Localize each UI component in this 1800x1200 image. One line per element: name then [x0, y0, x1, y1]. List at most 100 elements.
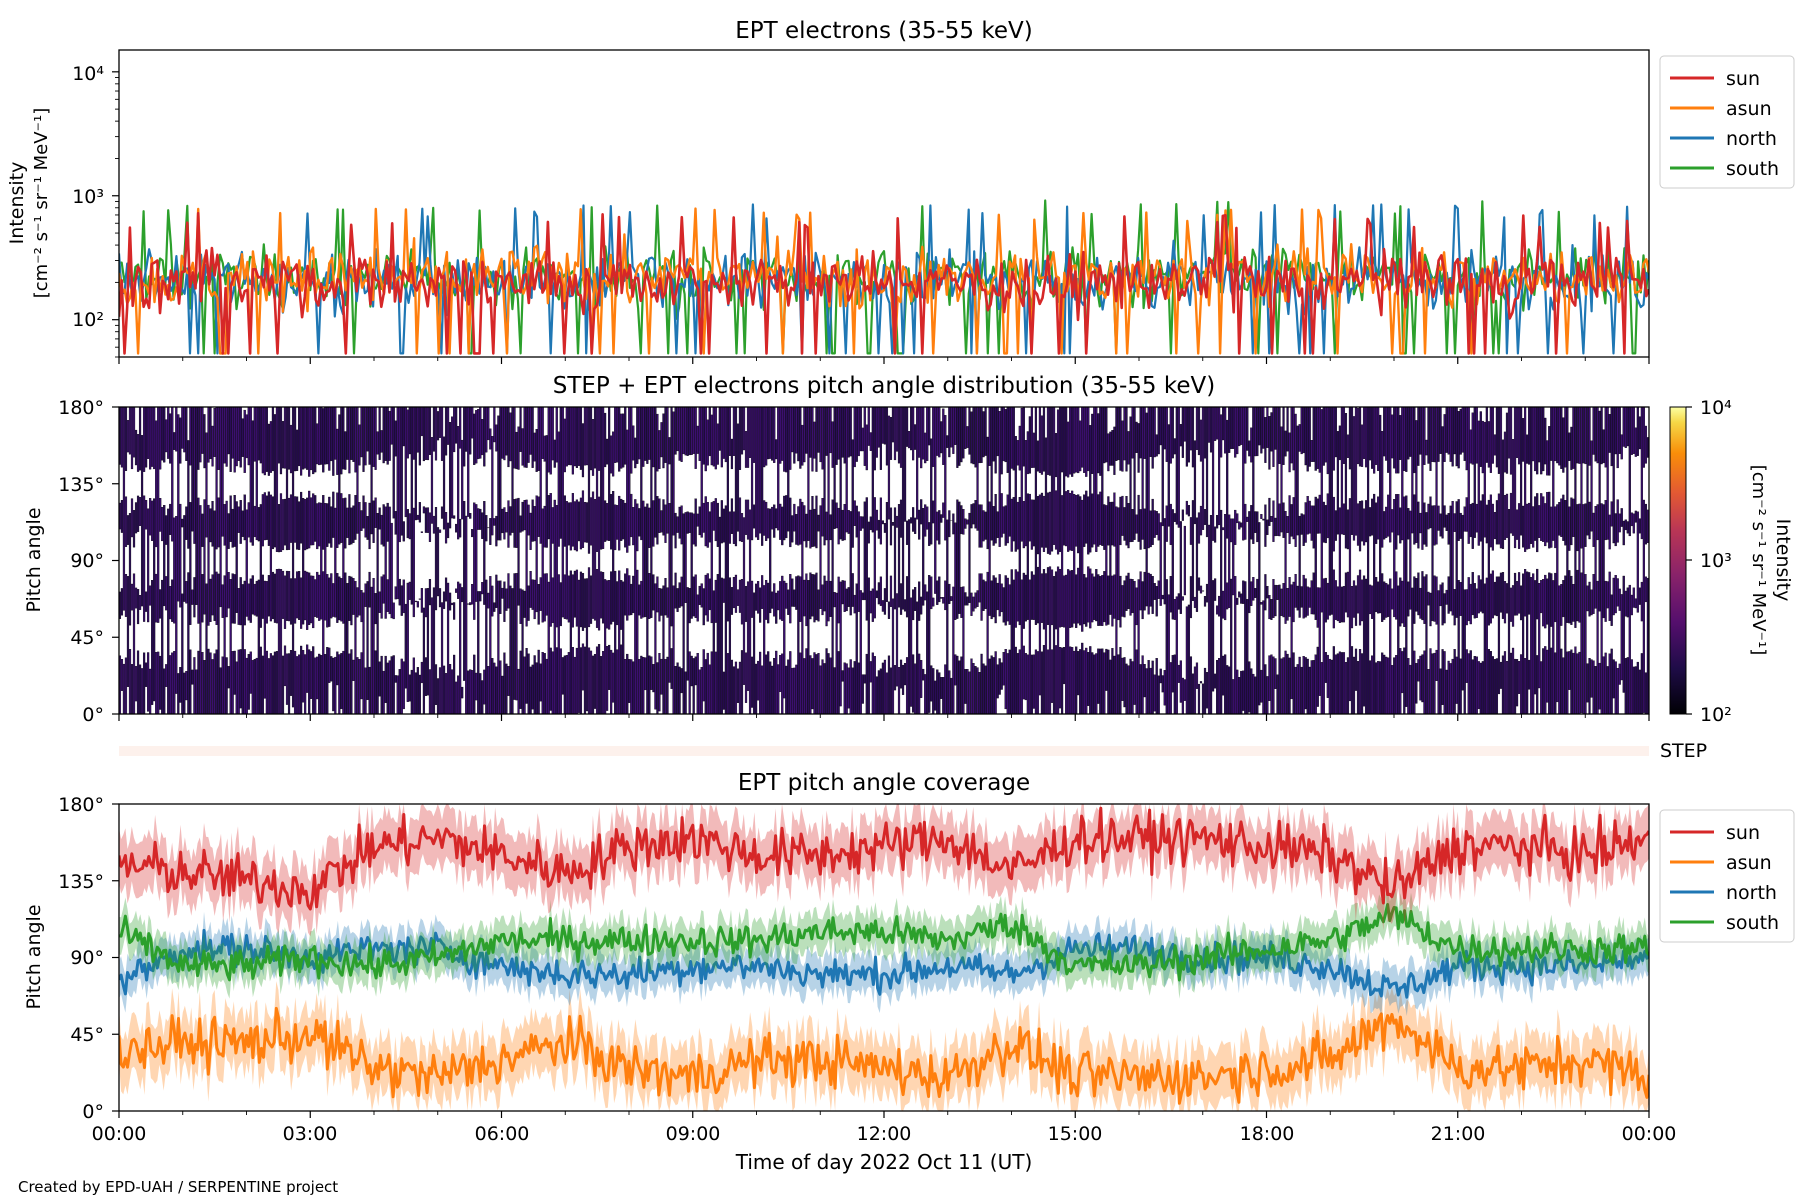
pad-column	[1139, 571, 1142, 611]
pad-column	[1077, 494, 1080, 554]
pad-column	[1139, 664, 1142, 714]
pad-column	[871, 588, 874, 622]
pad-column	[708, 511, 711, 543]
pad-column	[638, 407, 641, 460]
pad-column	[988, 501, 991, 616]
pad-column	[350, 407, 353, 460]
pad-column	[233, 407, 236, 473]
pad-column	[420, 661, 423, 684]
pad-column	[573, 656, 576, 714]
pad-column	[1332, 646, 1335, 714]
pad-column	[1530, 407, 1533, 544]
pad-column	[565, 655, 568, 714]
pad-column	[241, 418, 244, 457]
pad-column	[267, 658, 270, 714]
pad-column	[1032, 574, 1035, 620]
pad-column	[954, 654, 957, 686]
pad-column	[261, 407, 264, 474]
pad-column	[889, 507, 893, 546]
pad-column	[1519, 585, 1523, 621]
pad-column	[879, 576, 882, 606]
pad-column	[1141, 407, 1144, 540]
pad-column	[718, 407, 721, 451]
pad-column	[183, 672, 186, 714]
pad-column	[181, 593, 184, 714]
pad-column	[163, 668, 166, 714]
pad-column	[936, 511, 939, 541]
pad-column	[966, 669, 969, 714]
pad-column	[1069, 407, 1072, 475]
pad-column	[1056, 566, 1060, 714]
pad-column	[318, 653, 321, 714]
pad-column	[326, 407, 329, 465]
pad-column	[942, 597, 945, 604]
pad-column	[618, 495, 621, 551]
pad-column	[1036, 496, 1040, 555]
pad-column	[575, 499, 579, 552]
pad-column	[1099, 491, 1102, 545]
pad-column	[467, 603, 470, 605]
pad-column	[887, 655, 891, 714]
pad-column	[1395, 571, 1398, 620]
pad-column	[165, 419, 168, 453]
pad-column	[918, 581, 921, 621]
pad-column	[1477, 575, 1480, 614]
pad-column	[257, 507, 260, 542]
pad-column	[1109, 501, 1112, 615]
pad-column	[712, 407, 715, 467]
pad-column	[1409, 664, 1412, 714]
pad-column	[300, 407, 303, 476]
pad-column	[1109, 659, 1112, 714]
pad-column	[652, 574, 655, 611]
pad-column	[1240, 522, 1243, 528]
pad-column	[334, 656, 337, 714]
pad-column	[638, 584, 641, 616]
pad-column	[1616, 668, 1619, 714]
pad-column	[1624, 590, 1627, 617]
pad-column	[1250, 668, 1253, 714]
pad-column	[515, 431, 518, 470]
pad-column	[1487, 421, 1490, 468]
pad-column	[618, 570, 621, 714]
pad-column	[467, 670, 470, 714]
pad-column	[1634, 510, 1637, 523]
pad-column	[891, 598, 895, 714]
pad-column	[1584, 574, 1587, 714]
pad-column	[217, 573, 220, 714]
pad-column	[940, 677, 943, 699]
pad-column	[920, 596, 923, 615]
pad-column	[183, 407, 186, 453]
pad-column	[1123, 580, 1126, 618]
pad-column	[746, 407, 750, 468]
pad-column	[559, 407, 562, 539]
pad-column	[1318, 494, 1321, 534]
pad-column	[1632, 407, 1635, 454]
pad-column	[428, 579, 432, 606]
pad-column	[571, 574, 574, 628]
pad-column	[1397, 494, 1400, 536]
pad-column	[1544, 417, 1547, 465]
pad-column	[390, 522, 393, 619]
pad-column	[366, 516, 369, 540]
pad-column	[1536, 655, 1539, 714]
pad-column	[1471, 659, 1474, 714]
pad-column	[1107, 649, 1110, 714]
pad-column	[477, 508, 480, 530]
pad-column	[241, 510, 244, 537]
pad-column	[1405, 407, 1408, 472]
pad-column	[1616, 407, 1619, 469]
pad-column	[603, 579, 607, 714]
pad-column	[1123, 507, 1126, 541]
pad-column	[1572, 498, 1575, 537]
pad-column	[1475, 588, 1478, 618]
pad-column	[1598, 410, 1601, 612]
pad-column	[1250, 505, 1253, 540]
pad-column	[835, 502, 838, 529]
pad-column	[203, 499, 206, 615]
pad-column	[787, 589, 790, 615]
pad-column	[1264, 664, 1267, 714]
pad-column	[342, 498, 345, 624]
pad-column	[1634, 427, 1637, 457]
pad-column	[130, 583, 134, 611]
pad-column	[1230, 518, 1233, 543]
